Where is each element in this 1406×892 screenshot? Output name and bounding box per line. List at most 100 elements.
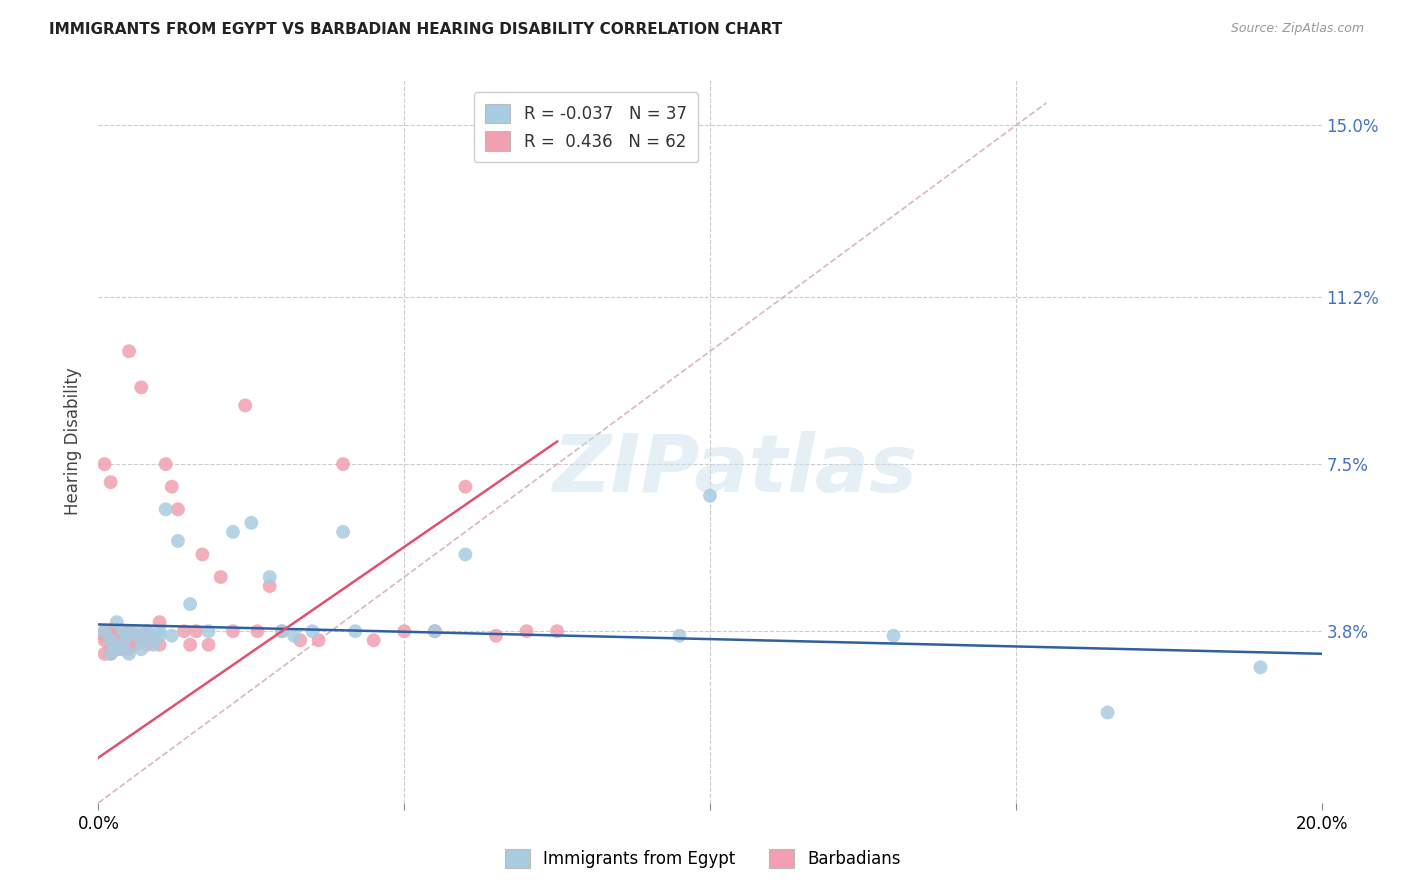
Point (111, 633, 134, 648)
Point (259, 570, 281, 584)
Point (129, 633, 152, 648)
Point (100, 624, 122, 639)
Text: ZIPatlas: ZIPatlas (553, 432, 917, 509)
Point (124, 633, 146, 648)
Point (155, 502, 177, 516)
Point (186, 624, 208, 639)
Point (883, 629, 905, 643)
Point (149, 615, 172, 630)
Point (118, 624, 141, 639)
Point (118, 647, 141, 661)
Point (423, 624, 446, 639)
Point (270, 624, 292, 639)
Point (118, 638, 141, 652)
Point (222, 624, 245, 639)
Point (136, 638, 159, 652)
Point (105, 638, 128, 652)
Point (136, 624, 159, 639)
Point (149, 638, 172, 652)
Point (167, 533, 190, 548)
Point (100, 633, 122, 648)
Point (105, 629, 128, 643)
Point (105, 624, 128, 639)
Point (100, 624, 122, 639)
Point (283, 629, 305, 643)
Point (136, 624, 159, 639)
Point (270, 624, 292, 639)
Point (111, 638, 134, 652)
Point (332, 457, 354, 471)
Y-axis label: Hearing Disability: Hearing Disability (65, 368, 83, 516)
Point (233, 398, 256, 412)
Point (240, 516, 263, 530)
Point (118, 629, 141, 643)
Point (93, 457, 115, 471)
Point (100, 633, 122, 648)
Point (93, 624, 115, 639)
Point (124, 624, 146, 639)
Point (167, 502, 190, 516)
Point (100, 475, 122, 490)
Point (111, 642, 134, 657)
Point (93, 647, 115, 661)
Point (149, 629, 172, 643)
Point (197, 638, 219, 652)
Point (105, 638, 128, 652)
Point (344, 624, 367, 639)
Point (93, 629, 115, 643)
Point (246, 624, 269, 639)
Legend: R = -0.037   N = 37, R =  0.436   N = 62: R = -0.037 N = 37, R = 0.436 N = 62 (474, 92, 699, 162)
Text: IMMIGRANTS FROM EGYPT VS BARBADIAN HEARING DISABILITY CORRELATION CHART: IMMIGRANTS FROM EGYPT VS BARBADIAN HEARI… (49, 22, 783, 37)
Point (259, 579, 281, 593)
Point (129, 629, 152, 643)
Point (155, 457, 177, 471)
Point (301, 624, 323, 639)
Point (142, 629, 165, 643)
Point (124, 638, 146, 652)
Point (699, 489, 721, 503)
Legend: Immigrants from Egypt, Barbadians: Immigrants from Egypt, Barbadians (499, 842, 907, 875)
Point (1097, 706, 1119, 720)
Point (668, 629, 690, 643)
Point (93, 624, 115, 639)
Point (392, 624, 416, 639)
Point (1249, 660, 1271, 674)
Point (160, 629, 183, 643)
Point (100, 642, 122, 657)
Point (100, 647, 122, 661)
Point (111, 624, 134, 639)
Point (209, 570, 232, 584)
Point (142, 629, 165, 643)
Point (129, 380, 152, 394)
Point (100, 647, 122, 661)
Point (197, 624, 219, 639)
Point (111, 633, 134, 648)
Point (111, 624, 134, 639)
Point (290, 633, 312, 648)
Point (516, 624, 538, 639)
Point (111, 638, 134, 652)
Point (142, 633, 165, 648)
Point (118, 344, 141, 359)
Point (124, 629, 146, 643)
Point (423, 624, 446, 639)
Point (454, 480, 477, 494)
Point (105, 642, 128, 657)
Point (118, 633, 141, 648)
Point (308, 633, 330, 648)
Point (191, 548, 214, 562)
Point (105, 615, 128, 630)
Point (105, 633, 128, 648)
Point (332, 524, 354, 539)
Point (149, 624, 172, 639)
Point (105, 642, 128, 657)
Text: Source: ZipAtlas.com: Source: ZipAtlas.com (1230, 22, 1364, 36)
Point (179, 597, 201, 611)
Point (160, 480, 183, 494)
Point (454, 548, 477, 562)
Point (142, 638, 165, 652)
Point (546, 624, 568, 639)
Point (93, 633, 115, 648)
Point (179, 638, 201, 652)
Point (118, 642, 141, 657)
